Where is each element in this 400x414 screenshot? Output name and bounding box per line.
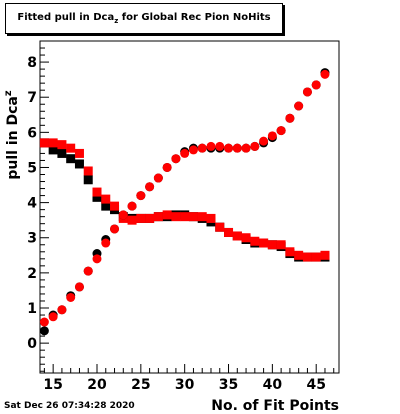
data-points — [39, 68, 330, 336]
data-point-s1-18 — [197, 212, 207, 222]
y-tick-label: 8 — [27, 55, 37, 71]
data-point-s3-18 — [197, 143, 207, 153]
data-point-s1-32 — [320, 250, 330, 260]
x-tick-label: 45 — [306, 377, 325, 393]
data-point-s1-0 — [39, 138, 49, 148]
x-tick-label: 25 — [131, 377, 150, 393]
data-point-s1-3 — [66, 143, 76, 153]
data-point-s3-9 — [118, 210, 128, 220]
data-point-s1-12 — [145, 213, 155, 223]
data-point-s3-22 — [232, 143, 242, 153]
data-point-s1-30 — [302, 252, 312, 262]
y-tick-label: 0 — [27, 336, 37, 352]
data-point-s3-19 — [206, 141, 216, 151]
data-point-s1-7 — [101, 194, 111, 204]
timestamp: Sat Dec 26 07:34:28 2020 — [4, 401, 135, 411]
data-point-s1-27 — [276, 240, 286, 250]
data-point-s1-8 — [110, 201, 120, 211]
data-point-s3-24 — [250, 141, 260, 151]
chart-title: Fitted pull in Dcaz for Global Rec Pion … — [17, 12, 271, 25]
data-point-s3-12 — [145, 182, 155, 192]
data-point-s3-4 — [74, 282, 84, 292]
data-point-s3-3 — [66, 292, 76, 302]
data-point-s3-7 — [101, 238, 111, 248]
data-point-s3-13 — [153, 173, 163, 183]
data-point-s1-26 — [267, 240, 277, 250]
data-point-s0-6 — [92, 192, 102, 202]
data-point-s3-11 — [136, 191, 146, 201]
data-point-s3-28 — [285, 113, 295, 123]
data-point-s3-6 — [92, 254, 102, 264]
data-point-s3-21 — [224, 143, 234, 153]
data-point-s3-30 — [302, 87, 312, 97]
data-point-s1-5 — [83, 166, 93, 176]
data-point-s3-14 — [162, 162, 172, 172]
data-point-s1-2 — [57, 140, 67, 150]
data-point-s3-31 — [311, 80, 321, 90]
x-axis-title: No. of Fit Points — [211, 398, 339, 414]
data-point-s1-15 — [171, 212, 181, 222]
data-point-s1-24 — [250, 236, 260, 246]
data-point-s1-22 — [232, 231, 242, 241]
data-point-s0-3 — [66, 154, 76, 164]
y-tick-label: 7 — [27, 90, 37, 106]
data-point-s2-0 — [39, 326, 49, 336]
y-axis: 0 1 2 3 4 5 6 7 8 — [27, 47, 49, 372]
data-point-s1-28 — [285, 247, 295, 257]
data-point-s3-26 — [267, 131, 277, 141]
data-point-s1-31 — [311, 252, 321, 262]
data-point-s3-15 — [171, 154, 181, 164]
x-tick-label: 30 — [175, 377, 195, 393]
data-point-s1-14 — [162, 210, 172, 220]
data-point-s1-6 — [92, 187, 102, 197]
x-tick-label: 20 — [87, 377, 107, 393]
data-point-s3-29 — [294, 101, 304, 111]
data-point-s1-10 — [127, 215, 137, 225]
y-tick-label: 2 — [27, 266, 37, 282]
data-point-s3-17 — [188, 145, 198, 155]
data-point-s1-11 — [136, 213, 146, 223]
x-tick-label: 35 — [219, 377, 238, 393]
data-point-s3-5 — [83, 266, 93, 276]
y-tick-label: 3 — [27, 231, 37, 247]
data-point-s0-4 — [74, 159, 84, 169]
data-point-s0-1 — [48, 145, 58, 155]
data-point-s3-20 — [215, 141, 225, 151]
data-point-s3-23 — [241, 143, 251, 153]
data-point-s3-25 — [259, 136, 269, 146]
data-point-s1-17 — [188, 212, 198, 222]
data-point-s1-4 — [74, 148, 84, 158]
data-point-s1-13 — [153, 212, 163, 222]
y-axis-title: pull in Dcaz — [3, 90, 21, 179]
x-tick-label: 15 — [43, 377, 62, 393]
plot-frame — [39, 40, 340, 374]
data-point-s1-21 — [224, 227, 234, 237]
y-tick-label: 6 — [27, 125, 37, 141]
data-point-s1-1 — [48, 138, 58, 148]
y-tick-label: 4 — [27, 196, 37, 212]
data-point-s1-23 — [241, 233, 251, 243]
y-tick-label: 1 — [27, 301, 37, 317]
data-point-s1-29 — [294, 250, 304, 260]
data-point-s0-5 — [83, 175, 93, 185]
data-point-s1-16 — [180, 212, 190, 222]
data-point-s3-2 — [57, 305, 67, 315]
data-point-s3-0 — [39, 317, 49, 327]
data-point-s3-8 — [110, 224, 120, 234]
data-point-s3-16 — [180, 148, 190, 158]
x-axis: 15 20 25 30 35 40 45 — [43, 364, 335, 393]
data-point-s3-1 — [48, 312, 58, 322]
data-point-s3-27 — [276, 126, 286, 136]
data-point-s0-2 — [57, 148, 67, 158]
data-point-s1-19 — [206, 213, 216, 223]
data-point-s3-10 — [127, 201, 137, 211]
data-point-s0-7 — [101, 201, 111, 211]
data-point-s1-20 — [215, 222, 225, 232]
data-point-s3-32 — [320, 69, 330, 79]
x-tick-label: 40 — [263, 377, 283, 393]
y-tick-label: 5 — [27, 160, 37, 176]
data-point-s1-25 — [259, 238, 269, 248]
chart-title-box: Fitted pull in Dcaz for Global Rec Pion … — [5, 3, 283, 34]
